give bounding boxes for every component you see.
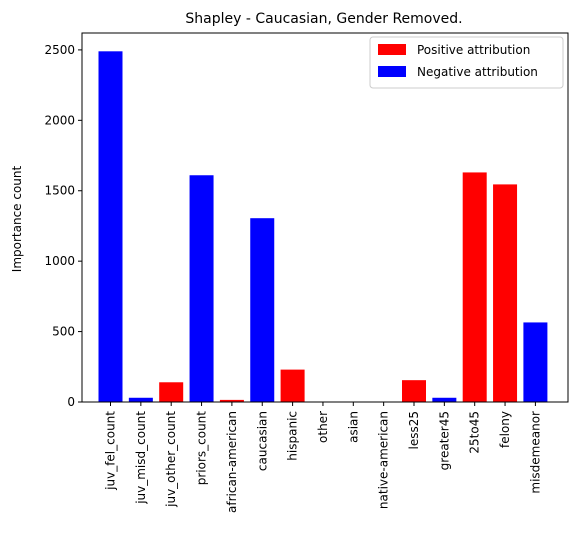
- y-axis-label: Importance count: [10, 165, 24, 272]
- legend-swatch: [378, 66, 406, 77]
- bar-caucasian: [250, 218, 275, 402]
- x-tick-label: hispanic: [286, 411, 300, 461]
- bar-felony: [493, 184, 518, 402]
- plot-frame: [81, 32, 569, 403]
- x-tick-label: other: [316, 411, 330, 443]
- x-tick-label: felony: [498, 411, 512, 448]
- legend-box: [369, 36, 564, 89]
- x-tick-label: priors_count: [195, 411, 209, 486]
- bar-juv_fel_count: [98, 51, 123, 403]
- bar-priors_count: [189, 175, 214, 402]
- x-tick-label: native-american: [377, 411, 391, 509]
- y-tick-label: 1000: [44, 254, 75, 268]
- bar-juv_other_count: [159, 382, 184, 402]
- x-tick-label: misdemeanor: [528, 411, 542, 494]
- x-tick-label: caucasian: [255, 411, 269, 471]
- chart-title: Shapley - Caucasian, Gender Removed.: [185, 11, 462, 27]
- y-axis: 0 500 1000 1500 2000 2500: [44, 43, 82, 409]
- bar-african-american: [219, 399, 244, 402]
- y-tick-label: 1500: [44, 184, 75, 198]
- bar-hispanic: [280, 369, 305, 402]
- x-tick-label: african-american: [225, 411, 239, 513]
- x-tick-label: less25: [407, 411, 421, 450]
- x-tick-label: juv_misd_count: [134, 411, 148, 505]
- x-axis: juv_fel_count juv_misd_count juv_other_cou…: [104, 402, 542, 513]
- y-tick-label: 2000: [44, 113, 75, 127]
- x-tick-label: juv_fel_count: [104, 411, 118, 491]
- legend-label: Negative attribution: [417, 65, 538, 79]
- legend: Positive attribution Negative attribution: [369, 36, 564, 89]
- y-tick-label: 500: [52, 325, 75, 339]
- x-tick-label: asian: [346, 411, 360, 443]
- y-tick-label: 2500: [44, 43, 75, 57]
- x-tick-label: juv_other_count: [164, 411, 178, 508]
- bar-25to45: [462, 172, 487, 402]
- x-tick-label: greater45: [437, 411, 451, 470]
- y-tick-label: 0: [67, 395, 75, 409]
- bar-juv_misd_count: [128, 397, 153, 402]
- bar-less25: [402, 380, 426, 402]
- x-tick-label: 25to45: [468, 411, 482, 454]
- legend-swatch: [378, 44, 406, 55]
- bar-greater45: [432, 397, 457, 402]
- legend-label: Positive attribution: [417, 43, 530, 57]
- plot-area: [81, 32, 569, 403]
- bar-misdemeanor: [523, 322, 548, 402]
